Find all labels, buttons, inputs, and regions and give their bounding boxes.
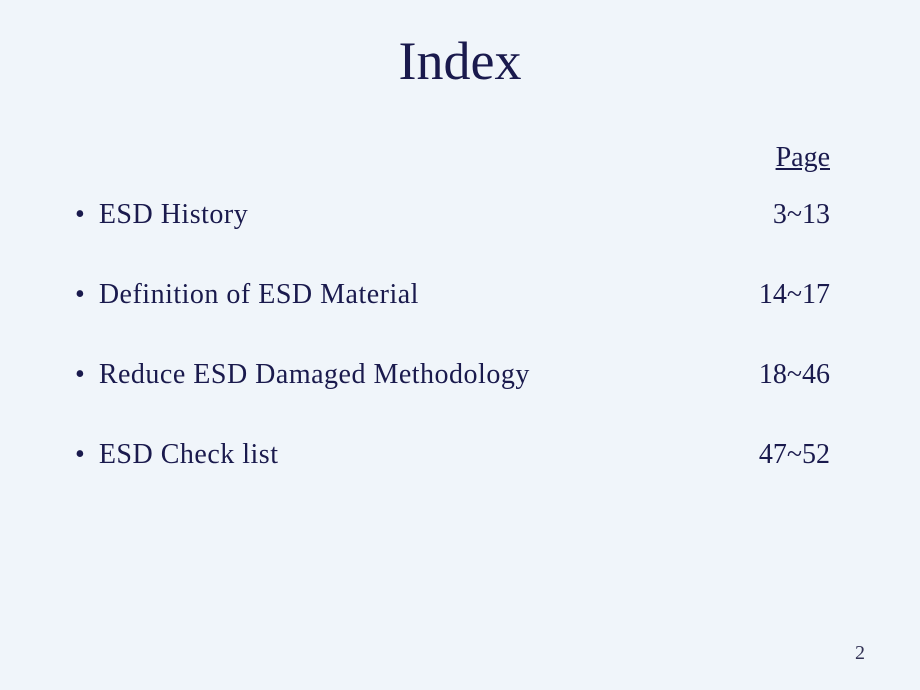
toc-page-range: 47~52: [759, 439, 860, 471]
toc-page-range: 14~17: [759, 279, 860, 311]
slide-title: Index: [60, 30, 860, 92]
toc-label: • ESD History: [75, 199, 248, 231]
toc-text: ESD Check list: [99, 439, 279, 471]
toc-page-range: 3~13: [773, 199, 860, 231]
toc-item: • Reduce ESD Damaged Methodology 18~46: [75, 359, 860, 391]
toc-item: • ESD Check list 47~52: [75, 439, 860, 471]
toc-item: • Definition of ESD Material 14~17: [75, 279, 860, 311]
toc-page-range: 18~46: [759, 359, 860, 391]
bullet-icon: •: [75, 279, 85, 311]
page-column-header: Page: [60, 142, 860, 174]
toc-text: Definition of ESD Material: [99, 279, 419, 311]
toc-item: • ESD History 3~13: [75, 199, 860, 231]
toc-label: • ESD Check list: [75, 439, 278, 471]
bullet-icon: •: [75, 439, 85, 471]
table-of-contents: • ESD History 3~13 • Definition of ESD M…: [60, 199, 860, 471]
toc-label: • Definition of ESD Material: [75, 279, 419, 311]
toc-label: • Reduce ESD Damaged Methodology: [75, 359, 530, 391]
toc-text: ESD History: [99, 199, 248, 231]
bullet-icon: •: [75, 199, 85, 231]
slide-container: Index Page • ESD History 3~13 • Definiti…: [0, 0, 920, 690]
bullet-icon: •: [75, 359, 85, 391]
page-number: 2: [855, 642, 865, 665]
toc-text: Reduce ESD Damaged Methodology: [99, 359, 530, 391]
